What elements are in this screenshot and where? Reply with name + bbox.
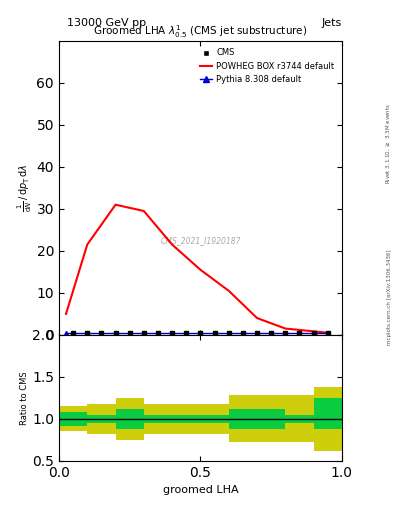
POWHEG BOX r3744 default xyxy=(85,242,90,248)
Pythia 8.308 default xyxy=(85,330,90,336)
Line: CMS: CMS xyxy=(71,331,330,335)
POWHEG BOX r3744 default xyxy=(141,208,146,214)
CMS xyxy=(85,330,90,336)
CMS xyxy=(297,330,302,336)
CMS xyxy=(269,330,274,336)
POWHEG BOX r3744 default xyxy=(170,242,174,248)
X-axis label: groomed LHA: groomed LHA xyxy=(163,485,238,495)
CMS xyxy=(170,330,174,336)
Pythia 8.308 default xyxy=(170,330,174,336)
Pythia 8.308 default xyxy=(141,330,146,336)
CMS xyxy=(241,330,245,336)
Y-axis label: $\frac{1}{\mathrm{d}N}\,/\,\mathrm{d}p_{\mathrm{T}}\,\mathrm{d}\lambda$: $\frac{1}{\mathrm{d}N}\,/\,\mathrm{d}p_{… xyxy=(15,164,34,212)
CMS xyxy=(325,330,330,336)
Line: POWHEG BOX r3744 default: POWHEG BOX r3744 default xyxy=(66,205,328,333)
Legend: CMS, POWHEG BOX r3744 default, Pythia 8.308 default: CMS, POWHEG BOX r3744 default, Pythia 8.… xyxy=(196,45,338,87)
POWHEG BOX r3744 default xyxy=(113,202,118,208)
CMS xyxy=(255,330,259,336)
POWHEG BOX r3744 default xyxy=(283,326,288,332)
CMS xyxy=(212,330,217,336)
POWHEG BOX r3744 default xyxy=(198,267,203,273)
CMS xyxy=(283,330,288,336)
Pythia 8.308 default xyxy=(64,330,68,336)
CMS xyxy=(141,330,146,336)
CMS xyxy=(127,330,132,336)
POWHEG BOX r3744 default xyxy=(226,288,231,294)
CMS xyxy=(156,330,160,336)
CMS xyxy=(71,330,75,336)
CMS xyxy=(226,330,231,336)
CMS xyxy=(311,330,316,336)
POWHEG BOX r3744 default xyxy=(64,311,68,317)
POWHEG BOX r3744 default xyxy=(255,315,259,321)
Pythia 8.308 default xyxy=(198,330,203,336)
Text: mcplots.cern.ch [arXiv:1306.3436]: mcplots.cern.ch [arXiv:1306.3436] xyxy=(387,249,392,345)
Pythia 8.308 default xyxy=(113,330,118,336)
Pythia 8.308 default xyxy=(283,330,288,336)
Text: Rivet 3.1.10, $\geq$ 3.3M events: Rivet 3.1.10, $\geq$ 3.3M events xyxy=(385,103,392,184)
Pythia 8.308 default xyxy=(255,330,259,336)
CMS xyxy=(113,330,118,336)
POWHEG BOX r3744 default xyxy=(325,330,330,336)
Line: Pythia 8.308 default: Pythia 8.308 default xyxy=(64,331,330,335)
Text: 13000 GeV pp: 13000 GeV pp xyxy=(67,18,146,28)
Pythia 8.308 default xyxy=(325,330,330,336)
Text: Jets: Jets xyxy=(321,18,342,28)
CMS xyxy=(184,330,189,336)
CMS xyxy=(99,330,104,336)
Y-axis label: Ratio to CMS: Ratio to CMS xyxy=(20,371,29,424)
Text: CMS_2021_I1920187: CMS_2021_I1920187 xyxy=(160,237,241,245)
Pythia 8.308 default xyxy=(226,330,231,336)
CMS xyxy=(198,330,203,336)
Title: Groomed LHA $\lambda^{1}_{0.5}$ (CMS jet substructure): Groomed LHA $\lambda^{1}_{0.5}$ (CMS jet… xyxy=(93,24,308,40)
